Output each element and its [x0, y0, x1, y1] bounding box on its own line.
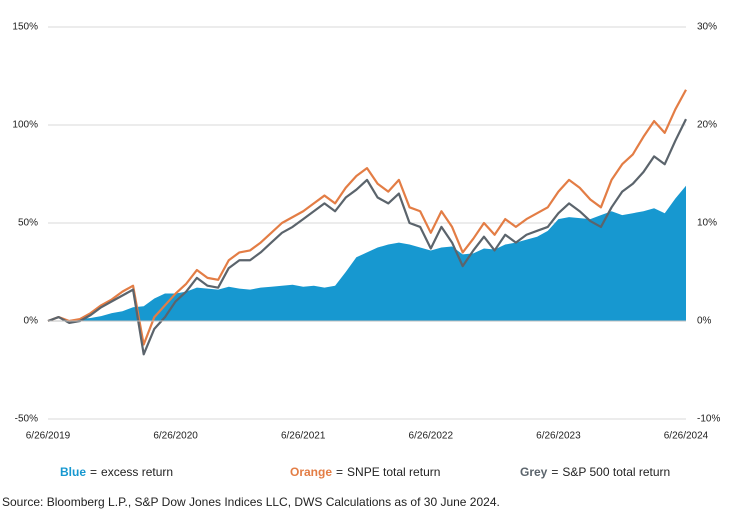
x-tick-label: 6/26/2022 [409, 431, 454, 442]
y-tick-label: -50% [15, 414, 38, 425]
y-tick-label: 150% [12, 22, 38, 33]
legend-separator: = [90, 465, 97, 479]
legend-label: SNPE total return [347, 465, 440, 479]
x-tick-label: 6/26/2024 [664, 431, 709, 442]
y-tick-label: 100% [12, 120, 38, 131]
y2-tick-label: 20% [697, 120, 717, 131]
y2-tick-label: 0% [697, 316, 712, 327]
y-tick-label: 0% [24, 316, 39, 327]
legend-label: excess return [101, 465, 173, 479]
x-tick-label: 6/26/2023 [536, 431, 581, 442]
y-tick-label: 50% [18, 218, 38, 229]
legend-separator: = [551, 465, 558, 479]
legend-entry: Blue = excess return [60, 465, 173, 479]
x-tick-label: 6/26/2021 [281, 431, 326, 442]
legend-key: Orange [290, 465, 332, 479]
legend-entry: Grey = S&P 500 total return [520, 465, 670, 479]
legend-key: Blue [60, 465, 86, 479]
series-line [47, 89, 687, 346]
legend-label: S&P 500 total return [562, 465, 670, 479]
legend-separator: = [336, 465, 343, 479]
x-tick-label: 6/26/2020 [153, 431, 198, 442]
legend-key: Grey [520, 465, 548, 479]
x-tick-label: 6/26/2019 [26, 431, 71, 442]
legend-entry: Orange = SNPE total return [290, 465, 440, 479]
y2-tick-label: 10% [697, 218, 717, 229]
source-note: Source: Bloomberg L.P., S&P Dow Jones In… [2, 495, 500, 509]
y2-tick-label: -10% [697, 414, 720, 425]
series-line [47, 118, 687, 356]
area [48, 185, 686, 321]
y2-tick-label: 30% [697, 22, 717, 33]
